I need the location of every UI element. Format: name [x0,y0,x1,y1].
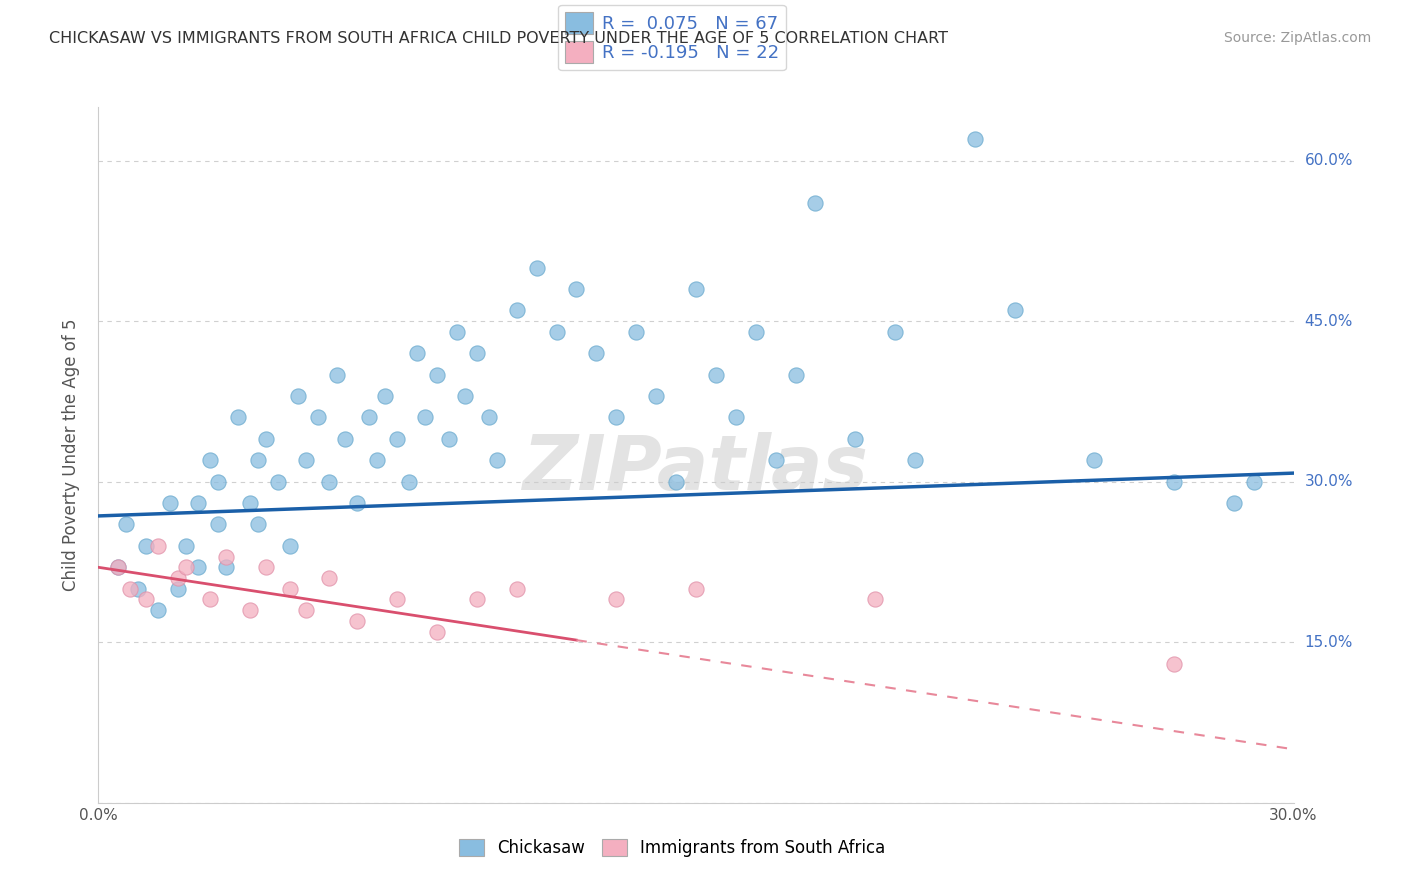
Text: ZIPatlas: ZIPatlas [523,432,869,506]
Point [426,368,449,382]
Point [406,346,429,360]
Point [454,389,477,403]
Point [246,517,269,532]
Point [1163,475,1185,489]
Point [246,453,269,467]
Point [685,282,707,296]
Point [398,475,420,489]
Point [135,539,157,553]
Point [148,539,170,553]
Point [546,325,568,339]
Point [1163,657,1185,671]
Point [605,592,627,607]
Point [585,346,607,360]
Point [359,410,381,425]
Point [167,582,190,596]
Point [198,592,221,607]
Point [198,453,221,467]
Point [207,475,229,489]
Point [465,592,488,607]
Point [294,603,316,617]
Point [804,196,827,211]
Point [1004,303,1026,318]
Legend: Chickasaw, Immigrants from South Africa: Chickasaw, Immigrants from South Africa [453,832,891,864]
Text: 15.0%: 15.0% [1305,635,1353,649]
Point [884,325,907,339]
Point [215,560,238,574]
Point [326,368,349,382]
Point [254,432,277,446]
Point [465,346,488,360]
Y-axis label: Child Poverty Under the Age of 5: Child Poverty Under the Age of 5 [62,318,80,591]
Point [307,410,329,425]
Point [485,453,508,467]
Point [318,571,340,585]
Point [239,496,262,510]
Point [626,325,648,339]
Point [1083,453,1105,467]
Point [318,475,340,489]
Point [115,517,138,532]
Point [426,624,449,639]
Point [478,410,501,425]
Text: 60.0%: 60.0% [1305,153,1353,168]
Text: CHICKASAW VS IMMIGRANTS FROM SOUTH AFRICA CHILD POVERTY UNDER THE AGE OF 5 CORRE: CHICKASAW VS IMMIGRANTS FROM SOUTH AFRIC… [49,31,948,46]
Point [605,410,627,425]
Point [120,582,142,596]
Point [287,389,309,403]
Point [1243,475,1265,489]
Point [187,560,209,574]
Point [187,496,209,510]
Point [278,539,301,553]
Point [844,432,866,446]
Point [278,582,301,596]
Point [374,389,396,403]
Point [665,475,688,489]
Point [254,560,277,574]
Point [526,260,548,275]
Point [724,410,747,425]
Point [215,549,238,564]
Point [385,592,409,607]
Point [963,132,986,146]
Point [107,560,129,574]
Point [207,517,229,532]
Point [226,410,249,425]
Text: 45.0%: 45.0% [1305,314,1353,328]
Point [107,560,129,574]
Point [346,496,368,510]
Point [135,592,157,607]
Point [785,368,807,382]
Point [645,389,668,403]
Text: 30.0%: 30.0% [1305,475,1353,489]
Point [765,453,787,467]
Point [865,592,887,607]
Point [1223,496,1246,510]
Point [174,539,197,553]
Point [385,432,409,446]
Text: Source: ZipAtlas.com: Source: ZipAtlas.com [1223,31,1371,45]
Point [904,453,927,467]
Point [506,303,529,318]
Point [159,496,181,510]
Point [565,282,588,296]
Point [685,582,707,596]
Point [148,603,170,617]
Point [294,453,316,467]
Point [346,614,368,628]
Point [437,432,460,446]
Point [506,582,529,596]
Point [745,325,768,339]
Point [335,432,357,446]
Point [174,560,197,574]
Point [446,325,468,339]
Point [167,571,190,585]
Point [704,368,727,382]
Point [366,453,388,467]
Point [127,582,149,596]
Point [413,410,436,425]
Point [239,603,262,617]
Point [267,475,290,489]
